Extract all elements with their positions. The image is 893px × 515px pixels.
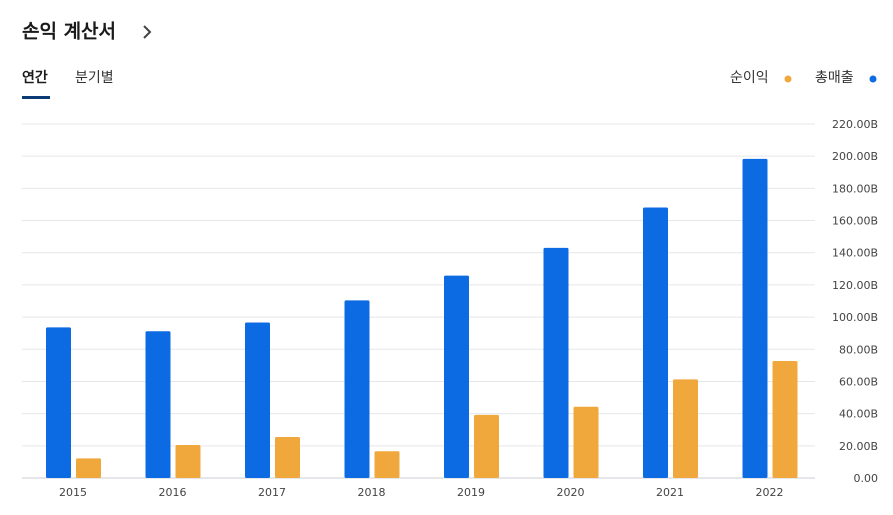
y-tick-label: 200.00B xyxy=(832,150,878,163)
y-tick-label: 60.00B xyxy=(839,375,878,388)
legend-label: 총매출 xyxy=(815,70,854,86)
x-tick-label: 2018 xyxy=(358,486,386,499)
bar xyxy=(474,414,499,478)
bar xyxy=(573,406,599,478)
legend-dot xyxy=(869,75,877,83)
legend-dot xyxy=(784,75,792,83)
bar xyxy=(175,445,201,478)
x-tick-label: 2015 xyxy=(59,486,87,499)
bar xyxy=(374,451,400,478)
bar xyxy=(145,331,171,478)
x-tick-label: 2022 xyxy=(756,486,784,499)
bar xyxy=(772,361,798,478)
y-tick-label: 100.00B xyxy=(832,311,878,324)
chevron-icon[interactable] xyxy=(143,25,152,39)
bar xyxy=(543,247,569,478)
bar xyxy=(742,158,768,478)
y-tick-label: 80.00B xyxy=(839,343,878,356)
bar xyxy=(275,436,300,478)
y-tick-label: 220.00B xyxy=(832,118,878,131)
y-tick-label: 140.00B xyxy=(832,247,878,260)
title: 손익 계산서 xyxy=(22,21,116,43)
y-tick-label: 180.00B xyxy=(832,182,878,195)
bar xyxy=(46,327,71,478)
y-tick-label: 40.00B xyxy=(839,408,878,421)
bar xyxy=(76,458,101,478)
bar xyxy=(444,275,469,478)
x-tick-label: 2016 xyxy=(159,486,187,499)
bar xyxy=(643,207,668,478)
x-tick-label: 2020 xyxy=(557,486,585,499)
bar xyxy=(673,379,698,478)
x-tick-label: 2019 xyxy=(457,486,485,499)
legend-label: 순이익 xyxy=(730,70,769,86)
tab-quarterly[interactable]: 분기별 xyxy=(75,70,114,86)
tab-annual[interactable]: 연간 xyxy=(22,69,48,86)
y-tick-label: 0.00 xyxy=(854,472,879,485)
bar xyxy=(344,300,370,478)
tab-underline xyxy=(22,96,50,99)
y-tick-label: 20.00B xyxy=(839,440,878,453)
y-tick-label: 160.00B xyxy=(832,215,878,228)
bar xyxy=(245,322,270,478)
x-tick-label: 2021 xyxy=(656,486,684,499)
y-tick-label: 120.00B xyxy=(832,279,878,292)
x-tick-label: 2017 xyxy=(258,486,286,499)
